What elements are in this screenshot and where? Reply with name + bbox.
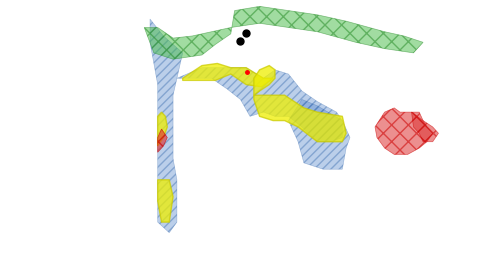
PathPatch shape <box>182 64 273 87</box>
PathPatch shape <box>254 95 346 142</box>
PathPatch shape <box>150 19 182 233</box>
PathPatch shape <box>158 112 168 146</box>
PathPatch shape <box>254 65 275 95</box>
PathPatch shape <box>412 112 438 142</box>
PathPatch shape <box>158 129 168 152</box>
PathPatch shape <box>177 68 342 142</box>
PathPatch shape <box>144 6 423 59</box>
PathPatch shape <box>158 180 173 222</box>
PathPatch shape <box>375 108 432 155</box>
PathPatch shape <box>288 100 350 169</box>
